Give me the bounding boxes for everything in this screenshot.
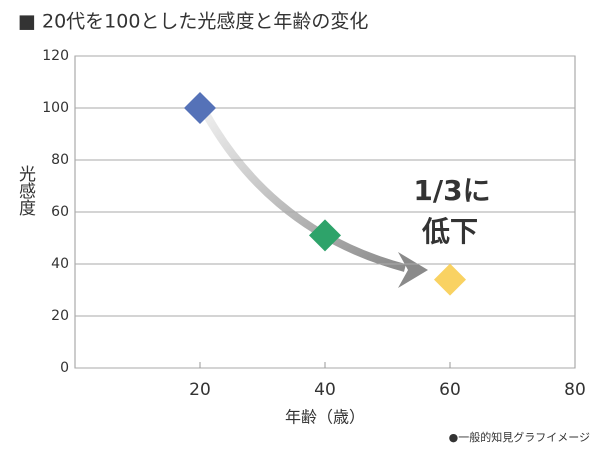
y-tick-label: 40 (51, 256, 69, 272)
point (434, 263, 466, 296)
trend-arrow (201, 110, 407, 272)
chart-title: ■ 20代を100とした光感度と年齢の変化 (18, 11, 368, 33)
x-tick-label: 60 (439, 380, 461, 400)
y-tick-label: 0 (60, 360, 69, 376)
point (184, 92, 216, 124)
y-tick-label: 20 (51, 308, 69, 324)
point (309, 219, 341, 252)
x-tick-label: 40 (314, 380, 336, 400)
y-tick-label: 100 (42, 100, 69, 116)
y-tick-label: 80 (51, 152, 69, 168)
x-tick-label: 20 (189, 380, 211, 400)
note: ●一般的知見グラフイメージ (449, 430, 590, 444)
x-axis-label: 年齢（歳） (285, 408, 365, 427)
y-tick-label: 120 (42, 48, 69, 64)
annotation: 低下 (421, 215, 478, 248)
x-tick-label: 80 (564, 380, 586, 400)
y-axis-label: 光感度 (15, 165, 36, 216)
arrow-head (398, 252, 428, 288)
y-tick-label: 60 (51, 204, 69, 220)
annotation: 1/3に (413, 174, 490, 207)
